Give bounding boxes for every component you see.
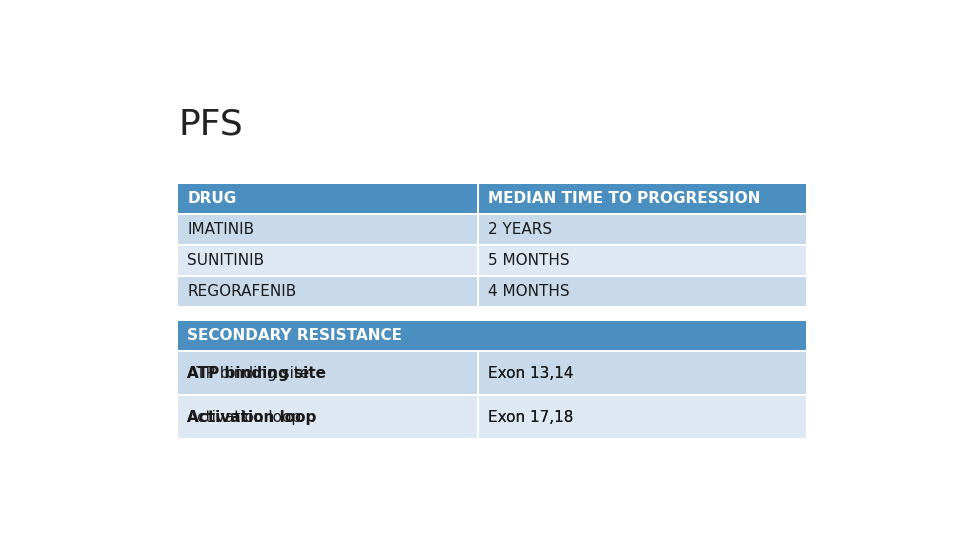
Text: Exon 13,14: Exon 13,14 — [488, 366, 574, 381]
Bar — [479, 215, 805, 244]
Text: Exon 13,14: Exon 13,14 — [488, 366, 574, 381]
Text: PFS: PFS — [179, 107, 243, 141]
Bar — [179, 396, 476, 438]
Bar — [179, 352, 476, 394]
Bar — [179, 276, 476, 306]
Bar — [476, 276, 479, 306]
Bar — [179, 184, 476, 213]
Bar — [179, 246, 476, 275]
Bar — [476, 352, 479, 394]
Text: 5 MONTHS: 5 MONTHS — [488, 253, 569, 268]
Bar — [179, 396, 476, 438]
Bar — [476, 396, 479, 438]
Bar — [479, 396, 805, 438]
Bar — [479, 276, 805, 306]
Bar — [476, 352, 479, 394]
Bar — [476, 215, 479, 244]
Bar — [179, 213, 805, 215]
Text: MEDIAN TIME TO PROGRESSION: MEDIAN TIME TO PROGRESSION — [488, 191, 760, 206]
Bar — [476, 184, 479, 213]
Bar — [179, 350, 805, 352]
Bar — [479, 396, 805, 438]
Text: ATP binding site: ATP binding site — [187, 366, 310, 381]
Text: Activation loop: Activation loop — [187, 409, 301, 424]
Bar — [479, 352, 805, 394]
Text: 2 YEARS: 2 YEARS — [488, 222, 552, 237]
Text: ATP binding site: ATP binding site — [187, 366, 326, 381]
Text: Exon 17,18: Exon 17,18 — [488, 409, 573, 424]
Text: DRUG: DRUG — [187, 191, 237, 206]
Bar — [179, 394, 805, 396]
Text: REGORAFENIB: REGORAFENIB — [187, 284, 297, 299]
Text: 4 MONTHS: 4 MONTHS — [488, 284, 569, 299]
Bar — [179, 244, 805, 246]
Bar — [476, 396, 479, 438]
Text: SUNITINIB: SUNITINIB — [187, 253, 265, 268]
Bar — [179, 352, 476, 394]
Bar — [479, 352, 805, 394]
Text: Exon 17,18: Exon 17,18 — [488, 409, 573, 424]
Bar — [476, 246, 479, 275]
Bar — [179, 275, 805, 276]
Text: SECONDARY RESISTANCE: SECONDARY RESISTANCE — [187, 328, 402, 343]
Bar — [179, 321, 805, 350]
Text: Activation loop: Activation loop — [187, 409, 317, 424]
Bar — [179, 215, 476, 244]
Bar — [479, 184, 805, 213]
Bar — [479, 246, 805, 275]
Text: IMATINIB: IMATINIB — [187, 222, 254, 237]
